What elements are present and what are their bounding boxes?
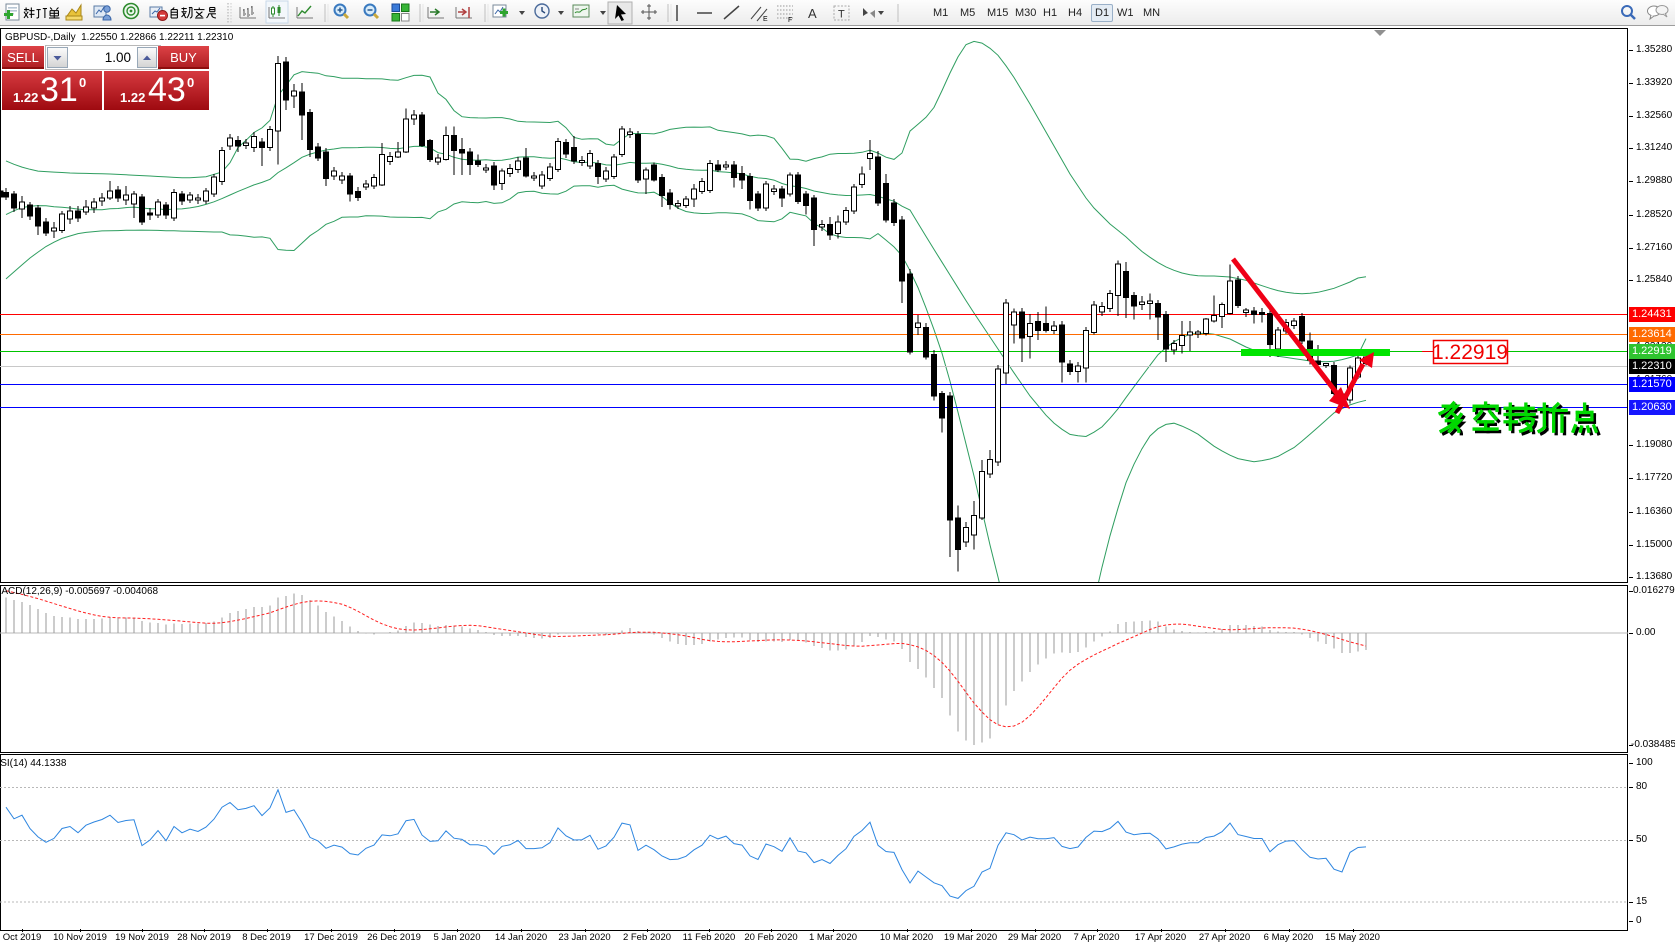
svg-text:E: E: [763, 16, 768, 23]
svg-text:F: F: [788, 17, 792, 24]
svg-text:A: A: [808, 6, 817, 21]
svg-text:T: T: [838, 9, 845, 21]
svg-text:1.22919: 1.22919: [1432, 341, 1508, 364]
